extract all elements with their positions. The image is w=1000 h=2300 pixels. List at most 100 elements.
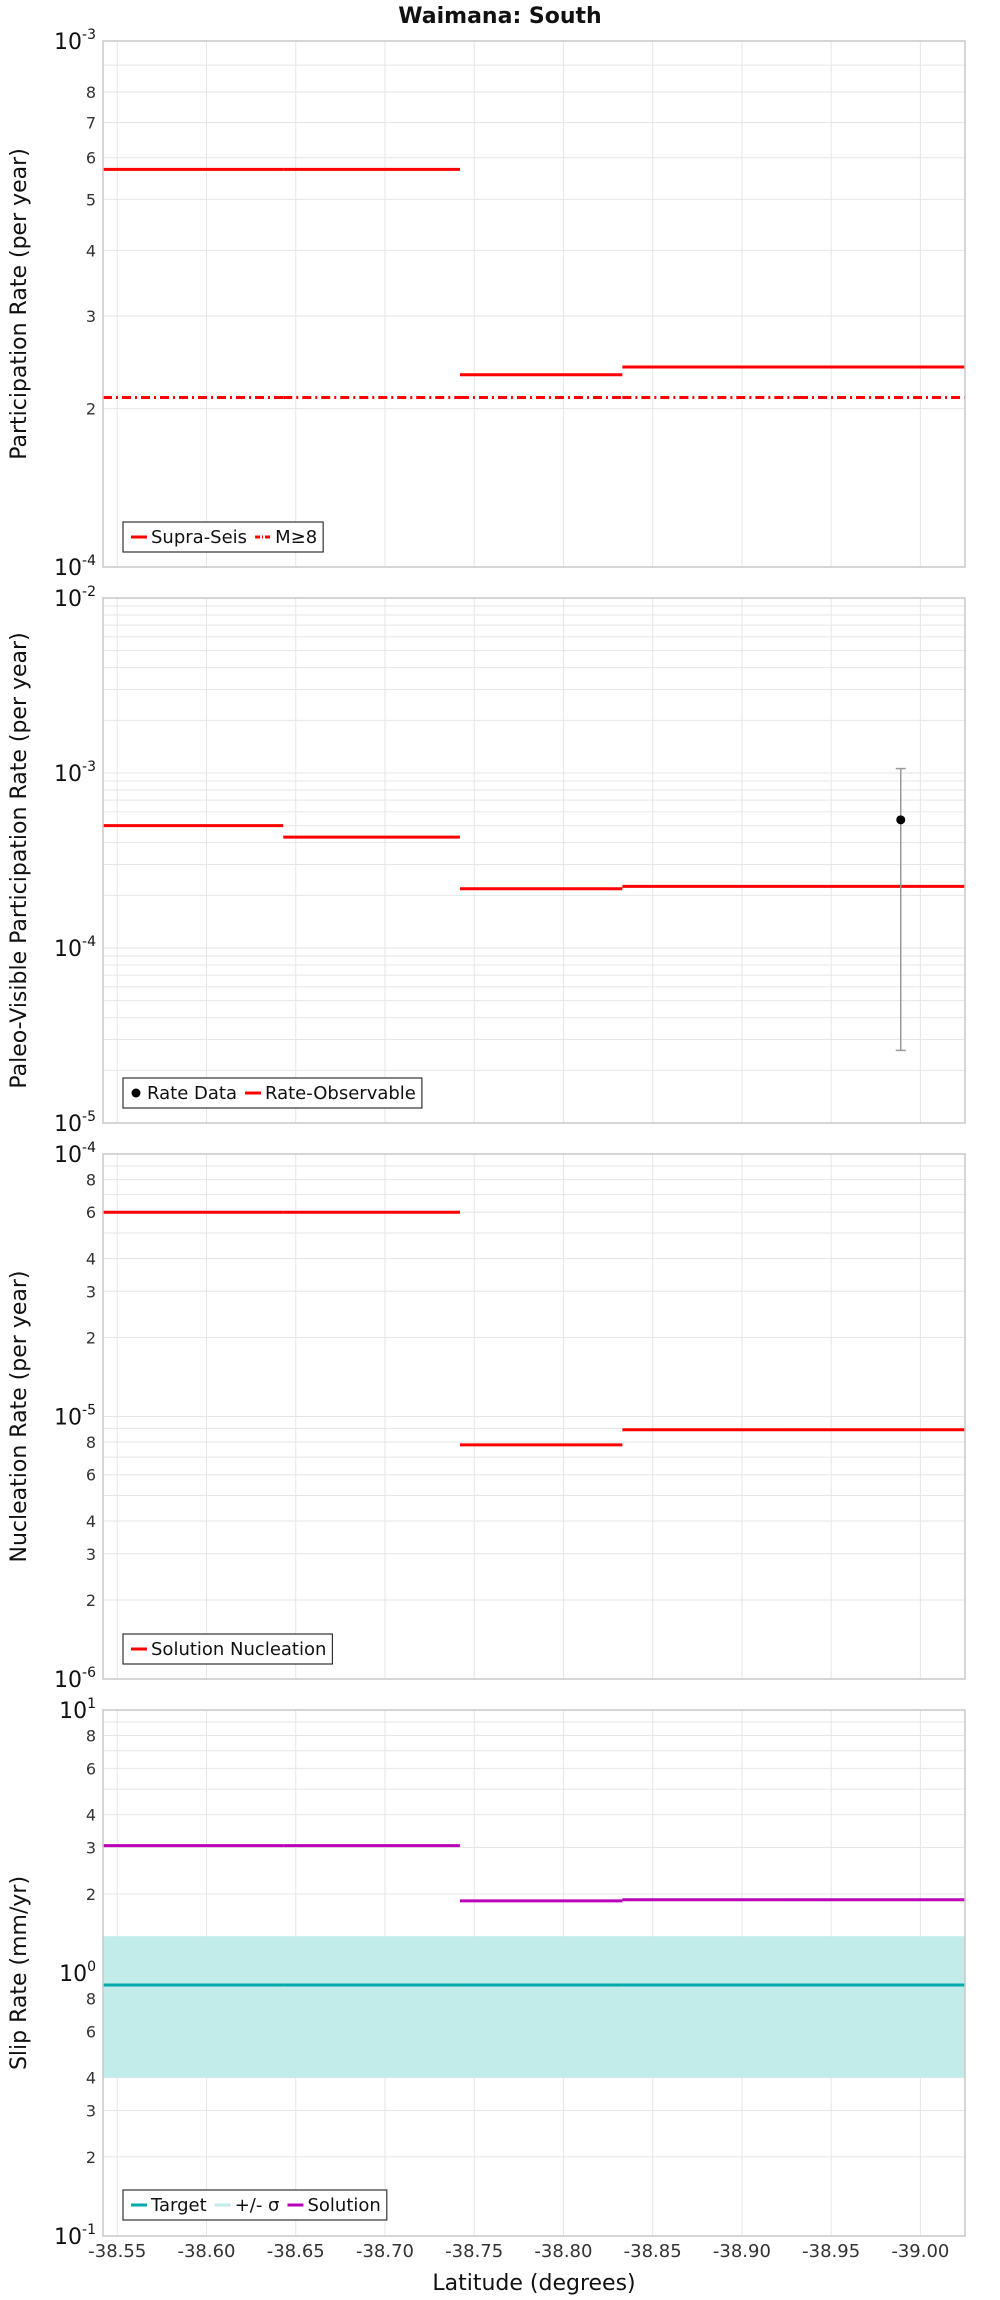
x-tick-label: -38.70 bbox=[356, 2241, 414, 2262]
data-point-marker bbox=[896, 815, 906, 825]
plot-area bbox=[103, 598, 965, 1123]
decade-base: 10 bbox=[54, 1406, 82, 1431]
legend-item: Rate-Observable bbox=[244, 1083, 416, 1104]
y-tick-label: 4 bbox=[86, 1806, 96, 1825]
decade-exponent: -5 bbox=[82, 1109, 96, 1125]
y-decade-label: 10-4 bbox=[54, 1140, 96, 1168]
rate-data-point bbox=[895, 767, 906, 1052]
legend-box bbox=[122, 2189, 388, 2221]
y-decade-label: 10-5 bbox=[54, 1403, 96, 1431]
legend: Supra-Seis M≥8 bbox=[122, 521, 324, 553]
decade-base: 10 bbox=[54, 2225, 82, 2250]
legend-label: M≥8 bbox=[275, 527, 317, 548]
y-tick-label: 8 bbox=[86, 83, 96, 102]
decade-base: 10 bbox=[54, 762, 82, 787]
y-tick-label: 2 bbox=[86, 1328, 96, 1347]
y-decade-label: 100 bbox=[59, 1959, 96, 1987]
x-tick-label: -38.80 bbox=[534, 2241, 592, 2262]
series-rate-observable bbox=[103, 824, 965, 891]
y-tick-label: 7 bbox=[86, 113, 96, 132]
legend-item: Solution Nucleation bbox=[131, 1639, 326, 1660]
y-axis-title: Paleo-Visible Participation Rate (per ye… bbox=[7, 632, 32, 1088]
legend-label: Rate Data bbox=[147, 1083, 237, 1104]
y-tick-label: 6 bbox=[86, 1466, 96, 1485]
y-decade-label: 10-5 bbox=[54, 1109, 96, 1137]
y-tick-label: 2 bbox=[86, 1591, 96, 1610]
legend-box bbox=[122, 1633, 334, 1665]
y-tick-label: 6 bbox=[86, 1759, 96, 1778]
x-tick-label: -38.95 bbox=[802, 2241, 860, 2262]
decade-exponent: -1 bbox=[82, 2222, 96, 2238]
decade-exponent: -5 bbox=[82, 1403, 96, 1419]
legend-label: +/- σ bbox=[235, 2195, 280, 2216]
y-tick-label: 4 bbox=[86, 241, 96, 260]
plot-frame bbox=[102, 597, 966, 1124]
y-tick-label: 8 bbox=[86, 1170, 96, 1189]
gridlines bbox=[103, 1154, 965, 1680]
sigma-band bbox=[103, 1936, 965, 2078]
decade-exponent: -3 bbox=[82, 27, 96, 43]
legend-item: Rate Data bbox=[131, 1083, 237, 1104]
chart-title: Waimana: South bbox=[398, 4, 601, 29]
gridlines bbox=[103, 598, 965, 1124]
x-tick-label: -38.90 bbox=[713, 2241, 771, 2262]
decade-exponent: -3 bbox=[82, 759, 96, 775]
plot-frame bbox=[102, 40, 966, 568]
decade-exponent: -4 bbox=[82, 934, 96, 950]
x-tick-label: -38.75 bbox=[445, 2241, 503, 2262]
x-tick-label: -38.65 bbox=[267, 2241, 325, 2262]
y-decade-label: 10-3 bbox=[54, 27, 96, 55]
decade-base: 10 bbox=[54, 1668, 82, 1693]
y-tick-label: 6 bbox=[86, 1203, 96, 1222]
y-axis-title: Participation Rate (per year) bbox=[7, 148, 32, 460]
x-tick-label: -38.85 bbox=[624, 2241, 682, 2262]
plot-area bbox=[103, 41, 965, 567]
plot-frame bbox=[102, 1153, 966, 1680]
legend-label: Supra-Seis bbox=[151, 527, 247, 548]
y-tick-label: 3 bbox=[86, 1545, 96, 1564]
y-tick-label: 2 bbox=[86, 1885, 96, 1904]
decade-exponent: -4 bbox=[82, 553, 96, 569]
y-tick-label: 8 bbox=[86, 1989, 96, 2008]
legend-label: Rate-Observable bbox=[265, 1083, 416, 1104]
decade-base: 10 bbox=[59, 1962, 87, 1987]
y-decade-label: 10-1 bbox=[54, 2222, 96, 2250]
decade-base: 10 bbox=[54, 587, 82, 612]
y-tick-label: 6 bbox=[86, 2022, 96, 2041]
decade-base: 10 bbox=[54, 937, 82, 962]
decade-base: 10 bbox=[54, 1112, 82, 1137]
legend-item: Target bbox=[131, 2195, 207, 2216]
legend: Solution Nucleation bbox=[122, 1633, 334, 1665]
y-tick-labels: 10-210-310-410-5 bbox=[54, 584, 96, 1137]
y-decade-label: 10-6 bbox=[54, 1665, 96, 1693]
decade-exponent: 1 bbox=[87, 1696, 96, 1712]
y-tick-label: 4 bbox=[86, 2069, 96, 2088]
decade-base: 10 bbox=[54, 1143, 82, 1168]
y-axis-title: Nucleation Rate (per year) bbox=[7, 1271, 32, 1563]
y-tick-label: 3 bbox=[86, 1839, 96, 1858]
y-tick-label: 6 bbox=[86, 149, 96, 168]
legend-box bbox=[122, 1077, 423, 1109]
x-tick-label: -38.55 bbox=[88, 2241, 146, 2262]
y-tick-label: 3 bbox=[86, 307, 96, 326]
decade-base: 10 bbox=[54, 556, 82, 581]
legend-marker bbox=[131, 1088, 141, 1098]
y-tick-label: 8 bbox=[86, 1726, 96, 1745]
legend-label: Target bbox=[150, 2195, 207, 2216]
y-tick-label: 5 bbox=[86, 190, 96, 209]
y-decade-label: 101 bbox=[59, 1696, 96, 1724]
decade-exponent: 0 bbox=[87, 1959, 96, 1975]
y-tick-label: 8 bbox=[86, 1433, 96, 1452]
y-tick-label: 4 bbox=[86, 1512, 96, 1531]
legend: Target +/- σ Solution bbox=[122, 2189, 388, 2221]
gridlines bbox=[103, 41, 965, 568]
y-tick-label: 3 bbox=[86, 1282, 96, 1301]
y-decade-label: 10-3 bbox=[54, 759, 96, 787]
